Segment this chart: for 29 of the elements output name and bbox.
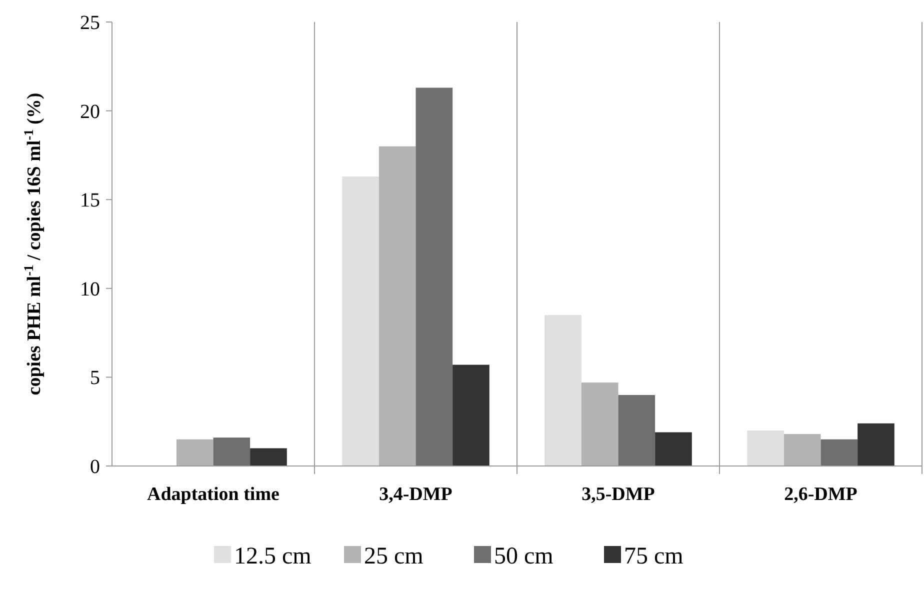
bar [378,146,416,466]
y-tick-label: 0 [90,456,100,478]
bar [452,364,490,466]
bar [250,448,287,466]
y-tick-label: 5 [90,367,100,390]
x-tick-label: 3,4-DMP [379,484,453,505]
bar [747,430,784,466]
bar [544,315,582,466]
y-tick-label: 10 [80,278,100,300]
bar [581,382,618,466]
y-tick-label: 15 [80,190,100,212]
bar [858,423,894,466]
x-tick-label: 2,6-DMP [784,484,858,505]
bar [176,439,214,466]
legend-label: 12.5 cm [234,543,312,570]
legend-label: 75 cm [624,543,684,570]
x-tick-label: 3,5-DMP [582,484,656,505]
bar [416,88,453,466]
legend-label: 25 cm [364,543,424,570]
bar [784,434,821,466]
bar [342,176,379,466]
bar [655,432,692,466]
y-tick-label: 20 [80,100,100,123]
bar [618,394,656,466]
x-tick-label: Adaptation time [147,484,280,505]
bar [820,439,858,466]
bar [213,438,250,466]
y-tick-label: 25 [80,12,100,34]
legend-label: 50 cm [494,543,554,570]
